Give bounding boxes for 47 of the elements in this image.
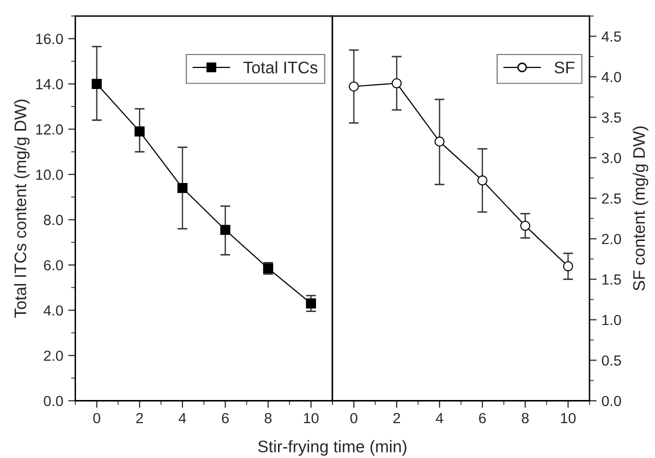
x-axis-title: Stir-frying time (min) bbox=[258, 440, 406, 456]
point bbox=[520, 220, 530, 231]
x-tick-label: 8 bbox=[264, 412, 272, 424]
y-tick-label: 0.0 bbox=[44, 396, 63, 406]
legend-label: Total ITCs bbox=[243, 61, 318, 74]
point bbox=[92, 78, 102, 89]
x-tick-label: 10 bbox=[304, 412, 319, 424]
legend-label: SF bbox=[554, 62, 574, 74]
x-tick-label: 6 bbox=[222, 412, 229, 424]
y-tick-label: 8.0 bbox=[44, 214, 63, 226]
point bbox=[434, 136, 445, 147]
y2-tick-label: 0.5 bbox=[602, 355, 621, 366]
x-tick-label: 0 bbox=[93, 412, 100, 424]
x-tick-label: 4 bbox=[436, 413, 444, 424]
point bbox=[134, 126, 145, 136]
point bbox=[220, 224, 230, 235]
y-tick-label: 4.0 bbox=[44, 305, 63, 316]
point bbox=[348, 81, 359, 92]
y2-tick-label: 4.5 bbox=[602, 32, 621, 42]
y2-tick-label: 0.0 bbox=[602, 396, 622, 406]
y-axis-title: Total ITCs content (mg/g DW) bbox=[14, 100, 30, 318]
y2-tick-label: 2.0 bbox=[602, 234, 622, 244]
y2-axis-title: SF content (mg/g DW) bbox=[632, 126, 648, 291]
y2-tick-label: 3.5 bbox=[602, 112, 621, 123]
y2-tick-label: 2.5 bbox=[602, 193, 621, 204]
x-tick-label: 4 bbox=[178, 413, 186, 424]
y-tick-label: 12.0 bbox=[36, 124, 63, 135]
x-tick-label: 0 bbox=[350, 412, 358, 424]
y2-tick-label: 3.0 bbox=[602, 152, 622, 164]
y-tick-label: 2.0 bbox=[44, 350, 63, 361]
point bbox=[306, 298, 316, 308]
point bbox=[392, 78, 402, 88]
y-tick-label: 10.0 bbox=[36, 170, 63, 180]
x-tick-label: 2 bbox=[393, 412, 400, 424]
y2-tick-label: 1.0 bbox=[602, 314, 622, 326]
point bbox=[477, 175, 488, 186]
y-tick-label: 14.0 bbox=[36, 79, 63, 90]
point bbox=[177, 182, 188, 194]
y-tick-label: 16.0 bbox=[36, 34, 63, 44]
x-tick-label: 10 bbox=[561, 412, 576, 424]
point bbox=[563, 261, 574, 272]
x-tick-label: 8 bbox=[522, 412, 529, 424]
y2-tick-label: 1.5 bbox=[602, 274, 621, 285]
x-tick-label: 2 bbox=[136, 412, 143, 424]
y-tick-label: 6.0 bbox=[44, 260, 63, 270]
y2-tick-label: 4.0 bbox=[602, 72, 622, 82]
x-tick-label: 6 bbox=[479, 412, 486, 424]
